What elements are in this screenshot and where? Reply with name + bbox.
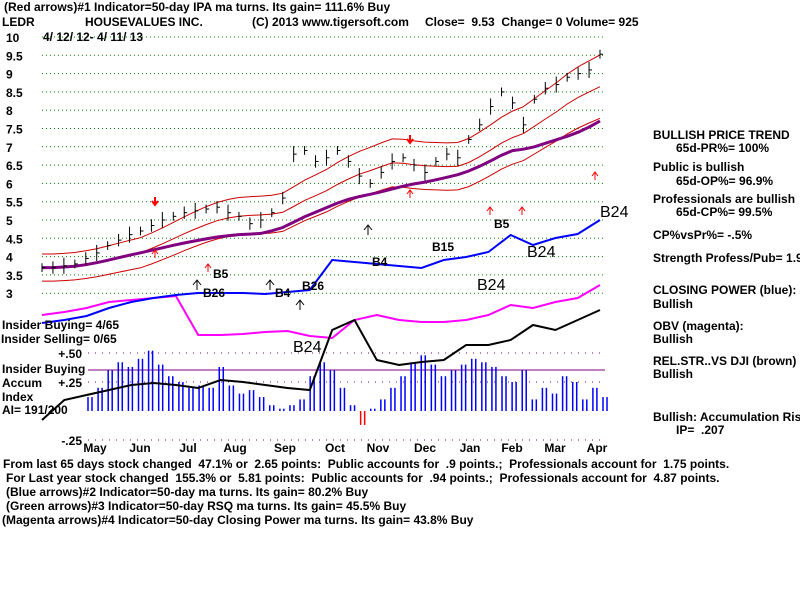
- month-label: Jul: [179, 441, 196, 455]
- upper-band: [42, 54, 601, 255]
- month-label: Nov: [367, 441, 390, 455]
- price-tick-label: 5: [6, 214, 13, 228]
- cp-value: 65d-CP%= 99.5%: [676, 205, 773, 219]
- red-up-arrow: [151, 249, 159, 258]
- footer-line-2: For Last year stock changed 155.3% or 5.…: [6, 471, 720, 485]
- obv-line: [41, 284, 601, 340]
- price-tick-label: 6.5: [6, 159, 23, 173]
- pr-value: 65d-PR%= 100%: [676, 141, 770, 155]
- month-label: Apr: [587, 441, 608, 455]
- insider-buying-label: Insider Buying: [2, 362, 86, 376]
- op-value: 65d-OP%= 96.9%: [676, 174, 774, 188]
- month-label: Jan: [460, 441, 481, 455]
- month-label: Mar: [544, 441, 566, 455]
- short-ma-line: [42, 86, 601, 269]
- symbol: LEDR: [2, 15, 35, 29]
- month-label: Dec: [414, 441, 436, 455]
- red-up-arrow: [591, 171, 599, 180]
- month-label: Aug: [223, 441, 246, 455]
- signal-label: B26: [302, 279, 324, 293]
- ip-value: IP= .207: [676, 423, 725, 437]
- month-label: May: [83, 441, 107, 455]
- public-status: Public is bullish: [653, 160, 745, 174]
- relstr-label: REL.STR..VS DJI (brown): [653, 354, 797, 368]
- closing-power-state: Bullish: [653, 297, 694, 311]
- accum-label: Accum: [2, 376, 43, 390]
- price-tick-label: 5.5: [6, 196, 23, 210]
- footer-line-3: (Blue arrows)#2 Indicator=50-day ma turn…: [6, 485, 369, 499]
- insider-buying-count: Insider Buying= 4/65: [2, 318, 120, 332]
- red-down-arrow: [406, 135, 414, 145]
- month-label: Feb: [501, 441, 522, 455]
- price-tick-label: 3: [6, 287, 13, 301]
- lower-band: [42, 117, 601, 282]
- relative-strength-line: [41, 309, 601, 421]
- signal-label: B5: [494, 217, 510, 231]
- signal-label: B15: [432, 240, 454, 254]
- signal-label: B24: [477, 277, 506, 294]
- company-name: HOUSEVALUES INC.: [85, 15, 203, 29]
- price-tick-label: 4.5: [6, 232, 23, 246]
- price-tick-label: 9.5: [6, 49, 23, 63]
- signal-up-arrow: [363, 224, 373, 235]
- footer-line-1: From last 65 days stock changed 47.1% or…: [3, 457, 730, 471]
- signal-up-arrow: [192, 279, 202, 290]
- price-tick-label: 6: [6, 177, 13, 191]
- obv-label: OBV (magenta):: [653, 319, 744, 333]
- red-up-arrow: [406, 189, 414, 198]
- obv-state: Bullish: [653, 332, 694, 346]
- footer-line-4: (Green arrows)#3 Indicator=50-day RSQ ma…: [6, 499, 407, 513]
- signal-label: B4: [372, 255, 388, 269]
- red-down-arrow: [151, 197, 159, 207]
- price-tick-label: 7.5: [6, 123, 23, 137]
- price-tick-label: 7: [6, 141, 13, 155]
- indicator-1-text: (Red arrows)#1 Indicator=50-day IPA ma t…: [4, 0, 391, 14]
- month-label: Oct: [325, 441, 345, 455]
- price-tick-label: 3.5: [6, 269, 23, 283]
- quote: Close= 9.53 Change= 0 Volume= 925: [425, 15, 639, 29]
- signal-label: B26: [203, 286, 225, 300]
- price-trend: BULLISH PRICE TREND: [653, 128, 790, 142]
- accum-tick-label: +.25: [58, 376, 82, 390]
- signal-label: B5: [213, 267, 229, 281]
- month-label: Sep: [274, 441, 296, 455]
- signal-up-arrow: [295, 299, 305, 310]
- price-tick-label: 8: [6, 104, 13, 118]
- month-label: Jun: [129, 441, 150, 455]
- accum-tick-label: +.50: [58, 347, 82, 361]
- cpvspr-value: CP%vsPr%= -.5%: [653, 228, 753, 242]
- ai-value: AI= 191/200: [2, 403, 68, 417]
- price-tick-label: 8.5: [6, 86, 23, 100]
- accum-tick-label: -.25: [61, 434, 82, 448]
- pros-status: Professionals are bullish: [653, 192, 796, 206]
- signal-label: B24: [293, 339, 322, 356]
- red-up-arrow: [518, 206, 526, 215]
- closing-power-label: CLOSING POWER (blue):: [653, 283, 797, 297]
- signal-label: B24: [600, 204, 629, 221]
- signal-up-arrow: [265, 279, 275, 290]
- relstr-state: Bullish: [653, 367, 694, 381]
- signal-label: B4: [275, 286, 291, 300]
- strength-value: Strength Profess/Pub= 1.9: [653, 251, 800, 265]
- closing-power-line: [41, 219, 601, 324]
- footer-line-5: (Magenta arrows)#4 Indicator=50-day Clos…: [2, 513, 474, 527]
- insider-selling-count: Insider Selling= 0/65: [1, 332, 117, 346]
- 50-day-ma-line: [42, 119, 601, 270]
- index-label: Index: [2, 390, 34, 404]
- price-tick-label: 9: [6, 68, 13, 82]
- accum-state: Bullish: Accumulation Rising: [653, 410, 800, 424]
- red-up-arrow: [204, 263, 212, 272]
- price-tick-label: 10: [6, 31, 20, 45]
- date-range: 4/ 12/ 12- 4/ 11/ 13: [43, 30, 144, 44]
- red-up-arrow: [486, 206, 494, 215]
- price-tick-label: 4: [6, 251, 13, 265]
- signal-label: B24: [527, 244, 556, 261]
- copyright: (C) 2013 www.tigersoft.com: [252, 15, 409, 29]
